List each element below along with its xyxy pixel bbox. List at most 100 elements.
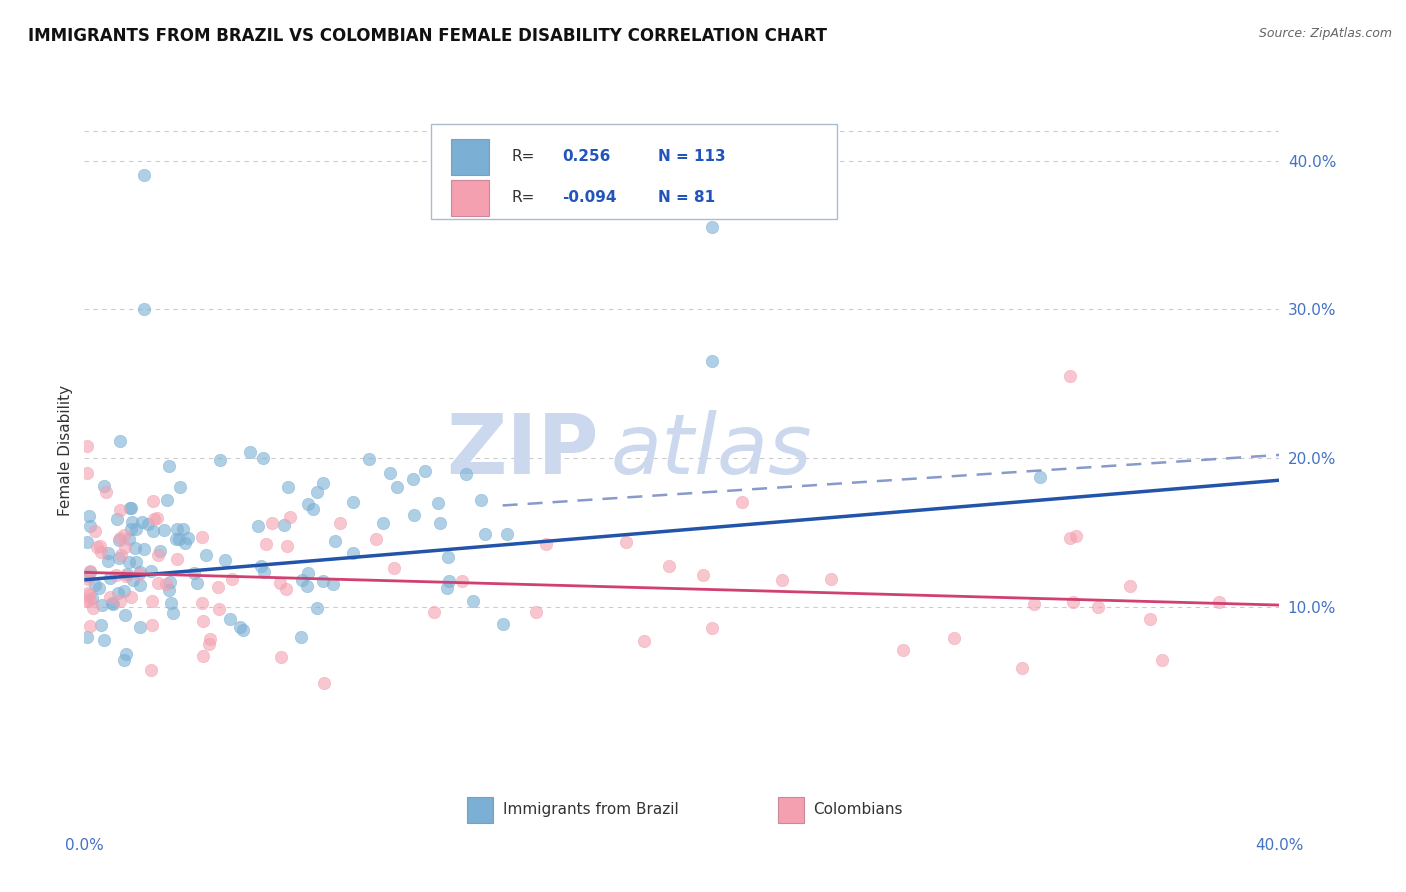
Point xyxy=(256,537,278,551)
Point xyxy=(658,559,681,574)
Point xyxy=(302,501,325,516)
Point xyxy=(820,572,842,586)
Point xyxy=(101,595,124,609)
Point xyxy=(132,302,156,317)
Point xyxy=(76,572,98,586)
Text: N = 113: N = 113 xyxy=(658,149,725,164)
Bar xyxy=(778,797,804,822)
Point xyxy=(132,541,155,556)
Point xyxy=(221,572,243,586)
Point xyxy=(382,561,405,575)
Point xyxy=(94,485,117,500)
Point xyxy=(93,479,115,493)
Point xyxy=(125,555,148,569)
Point xyxy=(402,472,425,486)
Point xyxy=(141,564,163,578)
Point xyxy=(162,606,184,620)
Point xyxy=(429,516,451,530)
Point xyxy=(76,466,98,480)
Point xyxy=(112,527,135,541)
Point xyxy=(115,647,138,661)
Point xyxy=(143,512,166,526)
Point xyxy=(97,554,120,568)
Point xyxy=(121,515,143,529)
Point xyxy=(77,588,100,602)
Point xyxy=(700,354,723,368)
Text: atlas: atlas xyxy=(610,410,811,491)
Point xyxy=(191,596,214,610)
Point xyxy=(77,569,100,583)
Point xyxy=(82,601,104,615)
Point xyxy=(124,541,146,556)
Point xyxy=(323,533,346,548)
Point xyxy=(117,567,139,582)
Y-axis label: Female Disability: Female Disability xyxy=(58,384,73,516)
Point xyxy=(157,458,180,473)
Point xyxy=(404,508,426,522)
Point xyxy=(290,631,312,645)
Point xyxy=(700,621,723,635)
Point xyxy=(142,524,165,538)
Point xyxy=(114,607,136,622)
Point xyxy=(79,565,101,579)
Point xyxy=(273,518,295,533)
Point xyxy=(229,620,252,634)
Point xyxy=(183,566,205,581)
Point xyxy=(165,532,187,546)
Point xyxy=(120,591,142,605)
Point xyxy=(121,522,143,536)
Point xyxy=(108,594,131,608)
Point xyxy=(131,516,153,530)
Point xyxy=(80,591,103,606)
Point xyxy=(1119,579,1142,593)
Point xyxy=(633,634,655,648)
Point xyxy=(246,519,269,533)
Point xyxy=(437,574,460,588)
Point xyxy=(98,571,121,585)
Text: ZIP: ZIP xyxy=(446,410,599,491)
Point xyxy=(186,576,208,591)
Text: Colombians: Colombians xyxy=(814,802,903,817)
Point xyxy=(148,548,170,562)
Text: N = 81: N = 81 xyxy=(658,190,716,205)
Point xyxy=(157,582,180,597)
Point xyxy=(312,476,335,491)
Point xyxy=(155,577,177,591)
Point xyxy=(120,501,142,516)
Point xyxy=(1059,532,1081,546)
Point xyxy=(121,574,143,588)
Point xyxy=(79,509,101,524)
Point xyxy=(159,574,181,589)
Point xyxy=(239,444,262,458)
Point xyxy=(77,586,100,600)
Point xyxy=(269,575,291,590)
Point xyxy=(614,534,637,549)
Point xyxy=(79,519,101,533)
Point xyxy=(118,532,141,546)
Point xyxy=(108,502,131,516)
Point xyxy=(692,567,714,582)
Point xyxy=(110,548,132,562)
Point xyxy=(891,643,914,657)
Point xyxy=(114,540,136,554)
Point xyxy=(413,464,436,478)
Point xyxy=(146,511,169,525)
Point xyxy=(312,675,335,690)
Point xyxy=(451,574,474,588)
Point xyxy=(373,516,395,531)
Point xyxy=(79,594,101,608)
Point xyxy=(76,594,98,608)
Point xyxy=(1059,369,1081,384)
Point xyxy=(524,605,547,619)
Point xyxy=(128,620,150,634)
Point xyxy=(108,532,131,546)
Point xyxy=(534,537,557,551)
Point xyxy=(191,648,214,663)
Point xyxy=(427,495,450,509)
Point xyxy=(1011,661,1033,675)
Point xyxy=(76,630,98,644)
Bar xyxy=(451,139,489,176)
Point xyxy=(148,544,170,558)
Point xyxy=(76,535,98,549)
Point xyxy=(1139,612,1161,626)
